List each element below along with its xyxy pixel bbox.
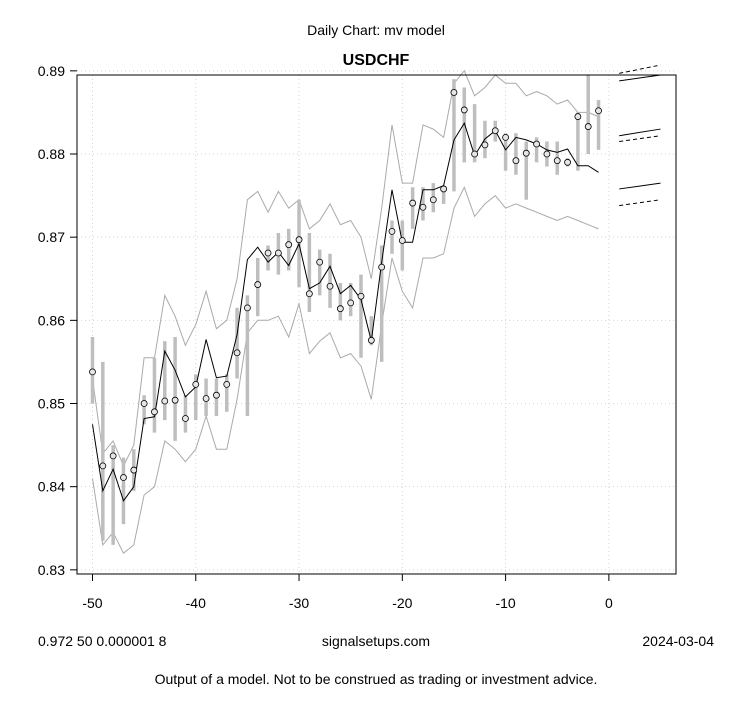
data-point — [182, 415, 189, 422]
data-point — [120, 474, 127, 481]
data-point — [533, 140, 540, 148]
footer-site: signalsetups.com — [322, 633, 430, 649]
x-tick-label: 0 — [605, 595, 613, 611]
data-point — [450, 89, 458, 96]
data-point — [347, 299, 355, 307]
model-series-line — [92, 122, 599, 502]
data-point — [264, 249, 272, 257]
x-tick-label: -50 — [82, 595, 102, 611]
data-point — [398, 237, 406, 244]
forecast-lines — [619, 64, 661, 207]
data-point — [367, 336, 375, 344]
data-point — [388, 227, 396, 235]
data-point — [409, 199, 417, 207]
data-point — [326, 282, 334, 290]
range-bars — [90, 75, 601, 545]
data-point — [233, 349, 241, 357]
x-tick-label: -40 — [186, 595, 206, 611]
upper-band-line — [92, 69, 599, 468]
footer-params: 0.972 50 0.000001 8 — [38, 633, 167, 649]
y-axis: 0.83 0.84 0.85 0.86 0.87 0.88 0.89 — [38, 63, 77, 578]
forecast-line-dashed — [619, 64, 661, 74]
y-tick-label: 0.86 — [38, 312, 65, 328]
data-point — [543, 150, 551, 158]
y-tick-label: 0.84 — [38, 479, 65, 495]
data-point — [213, 391, 220, 399]
x-tick-label: -30 — [289, 595, 309, 611]
data-point — [429, 196, 437, 204]
grid — [77, 70, 676, 574]
x-axis: -50 -40 -30 -20 -10 0 — [82, 573, 613, 611]
lower-band-line — [92, 186, 599, 554]
forecast-line-dashed — [619, 135, 661, 143]
data-point — [89, 368, 96, 376]
data-point — [109, 452, 117, 460]
data-point — [130, 466, 138, 474]
y-tick-label: 0.85 — [38, 396, 65, 412]
forecast-line — [619, 182, 661, 190]
data-point — [378, 263, 386, 271]
footer-disclaimer: Output of a model. Not to be construed a… — [155, 671, 598, 687]
data-point — [274, 249, 282, 257]
y-tick-label: 0.89 — [38, 63, 65, 79]
data-point — [419, 203, 427, 211]
data-point — [357, 292, 365, 300]
x-tick-label: -20 — [392, 595, 412, 611]
data-point — [553, 157, 561, 165]
data-point — [192, 380, 200, 388]
observed-points — [89, 89, 602, 481]
data-point — [254, 281, 262, 288]
data-point — [440, 185, 448, 193]
forecast-line — [619, 74, 661, 82]
data-point — [460, 106, 468, 114]
model-line — [92, 122, 599, 502]
y-tick-label: 0.88 — [38, 146, 65, 162]
chart-title: USDCHF — [343, 52, 410, 69]
data-point — [481, 141, 489, 149]
data-point — [305, 290, 313, 298]
data-point — [140, 400, 148, 407]
data-point — [316, 258, 324, 266]
data-point — [99, 462, 107, 470]
data-point — [336, 305, 344, 313]
y-tick-label: 0.83 — [38, 562, 65, 578]
data-point — [491, 127, 499, 135]
data-point — [595, 107, 602, 115]
x-tick-label: -10 — [495, 595, 515, 611]
y-tick-label: 0.87 — [38, 229, 65, 245]
data-point — [512, 157, 520, 165]
data-point — [171, 396, 179, 404]
forecast-line — [619, 128, 661, 137]
plot-box — [76, 74, 677, 575]
data-point — [584, 123, 592, 130]
data-point — [471, 150, 479, 158]
data-point — [522, 149, 530, 157]
bands — [92, 69, 599, 554]
footer-date: 2024-03-04 — [642, 633, 714, 649]
data-point — [564, 158, 571, 166]
data-point — [574, 113, 582, 120]
data-point — [161, 397, 169, 405]
data-point — [244, 304, 251, 312]
data-point — [285, 241, 293, 249]
data-point — [502, 133, 509, 141]
chart-subtitle: Daily Chart: mv model — [307, 22, 445, 38]
data-point — [202, 395, 210, 402]
data-point — [223, 380, 231, 388]
data-point — [295, 236, 303, 244]
forecast-line-dashed — [619, 199, 661, 207]
data-point — [151, 408, 158, 416]
